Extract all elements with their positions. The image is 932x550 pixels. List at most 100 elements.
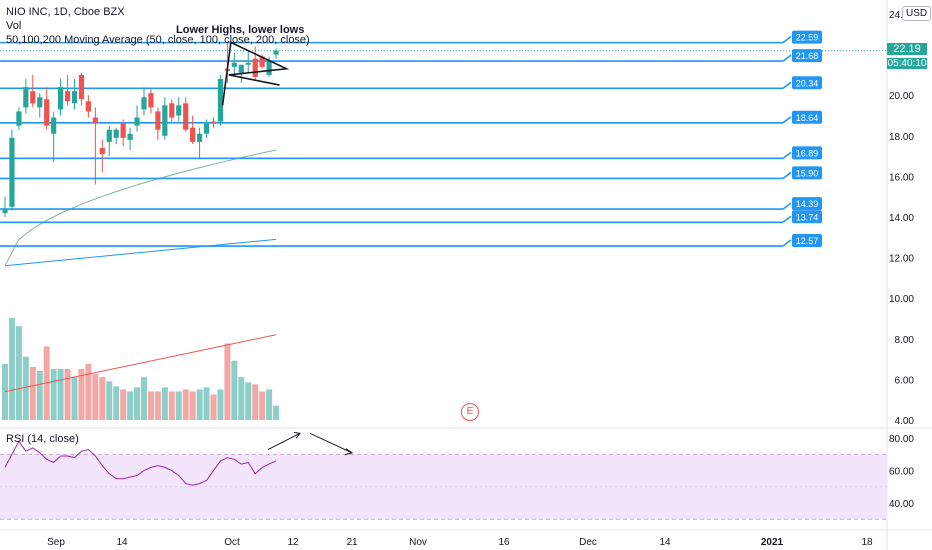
volume-bar <box>161 387 168 420</box>
rsi-band <box>0 454 887 520</box>
ma100-line <box>4 334 277 393</box>
time-axis-tick: 12 <box>287 537 299 548</box>
candle-body <box>71 91 78 104</box>
level-line-tick <box>782 239 792 247</box>
level-line-tick <box>782 171 792 180</box>
time-axis-tick: 14 <box>659 537 671 548</box>
candle-body <box>141 97 147 110</box>
candle-body <box>106 129 112 142</box>
time-axis-tick: 16 <box>498 537 510 548</box>
time-axis-tick: 21 <box>346 537 358 548</box>
volume-bar <box>99 377 106 420</box>
level-label-box <box>792 49 822 63</box>
candle-body <box>92 117 98 124</box>
level-label-box <box>792 76 822 90</box>
volume-bar <box>22 356 29 420</box>
level-label: 12.57 <box>796 236 819 246</box>
level-line-tick <box>782 54 792 62</box>
time-axis-tick: Sep <box>47 537 65 548</box>
candle-body <box>44 99 50 126</box>
earnings-marker[interactable]: E <box>461 403 479 421</box>
time-axis-tick: 2021 <box>761 537 784 548</box>
rsi-arrow-down <box>309 432 353 454</box>
price-axis-tick: 24.00 <box>889 10 914 21</box>
level-label-box <box>792 197 822 211</box>
volume-bar <box>29 366 36 420</box>
volume-bar <box>8 318 15 420</box>
candle-body <box>176 105 182 116</box>
time-axis-tick: 14 <box>116 537 128 548</box>
rsi-axis-tick: 60.00 <box>889 467 914 478</box>
candle-body <box>197 133 203 142</box>
volume-bar <box>134 387 141 420</box>
volume-bar <box>189 391 196 420</box>
volume-bar <box>217 389 224 420</box>
volume-bar <box>57 369 64 420</box>
volume-bar <box>50 369 57 420</box>
price-axis-tick: 18.00 <box>889 132 914 143</box>
candle-body <box>148 93 154 108</box>
candle-body <box>85 101 91 112</box>
moving-average-legend: 50,100,200 Moving Average (50, close, 10… <box>6 34 310 46</box>
level-label-box <box>792 166 822 180</box>
candle-body <box>9 137 15 207</box>
level-label: 16.89 <box>796 148 819 158</box>
volume-bar <box>120 389 127 420</box>
candle-body <box>2 208 8 213</box>
price-axis-tick: 16.00 <box>889 172 914 183</box>
volume-bar <box>147 391 154 420</box>
level-label-box <box>792 146 822 160</box>
rsi-line <box>4 440 277 486</box>
last-price-badge: 22.19 <box>887 43 927 55</box>
candle-body <box>245 62 251 65</box>
ma50-line <box>4 238 277 267</box>
volume-bar <box>252 384 259 420</box>
time-axis-tick: 18 <box>861 537 873 548</box>
candle-body <box>252 58 258 77</box>
volume-bar <box>2 363 8 420</box>
volume-bar <box>196 389 203 420</box>
level-line-tick <box>782 35 792 44</box>
volume-bar <box>273 405 280 420</box>
candle-body <box>155 111 161 130</box>
level-label: 22.59 <box>796 33 819 43</box>
candle-body <box>238 64 244 73</box>
candle-body <box>30 91 36 104</box>
candle-body <box>210 121 217 124</box>
level-label: 20.34 <box>796 78 819 88</box>
level-line-tick <box>782 151 792 159</box>
candle-body <box>37 97 43 108</box>
candle-body <box>51 117 57 134</box>
volume-bar <box>78 369 85 420</box>
rsi-legend: RSI (14, close) <box>6 433 79 445</box>
time-axis-tick: Oct <box>224 537 240 548</box>
rsi-axis-tick: 40.00 <box>889 499 914 510</box>
level-label-box <box>792 30 822 44</box>
triangle-pattern <box>221 41 290 106</box>
level-label: 14.39 <box>796 199 819 209</box>
candle-body <box>162 105 168 136</box>
volume-bar <box>238 377 245 420</box>
volume-bar <box>175 391 182 420</box>
volume-bar <box>36 371 43 420</box>
rsi-arrow-down-head <box>344 448 354 456</box>
volume-bar <box>168 391 175 420</box>
candle-body <box>127 133 133 140</box>
volume-bar <box>113 386 120 420</box>
level-line-tick <box>782 215 792 223</box>
level-label-box <box>792 234 822 248</box>
level-label: 13.74 <box>796 212 819 222</box>
symbol-title: NIO INC, 1D, Cboe BZX <box>6 6 125 18</box>
candle-body <box>273 50 279 55</box>
volume-bar <box>127 391 134 420</box>
candle-body <box>120 123 126 138</box>
level-label-box <box>792 110 822 124</box>
volume-bar <box>92 374 99 420</box>
candle-body <box>259 56 265 67</box>
pattern-annotation: Lower Highs, lower lows <box>176 24 305 36</box>
volume-bar <box>15 326 22 420</box>
currency-button[interactable]: USD <box>902 6 932 21</box>
level-line-tick <box>782 81 792 89</box>
candle-body <box>78 74 85 100</box>
